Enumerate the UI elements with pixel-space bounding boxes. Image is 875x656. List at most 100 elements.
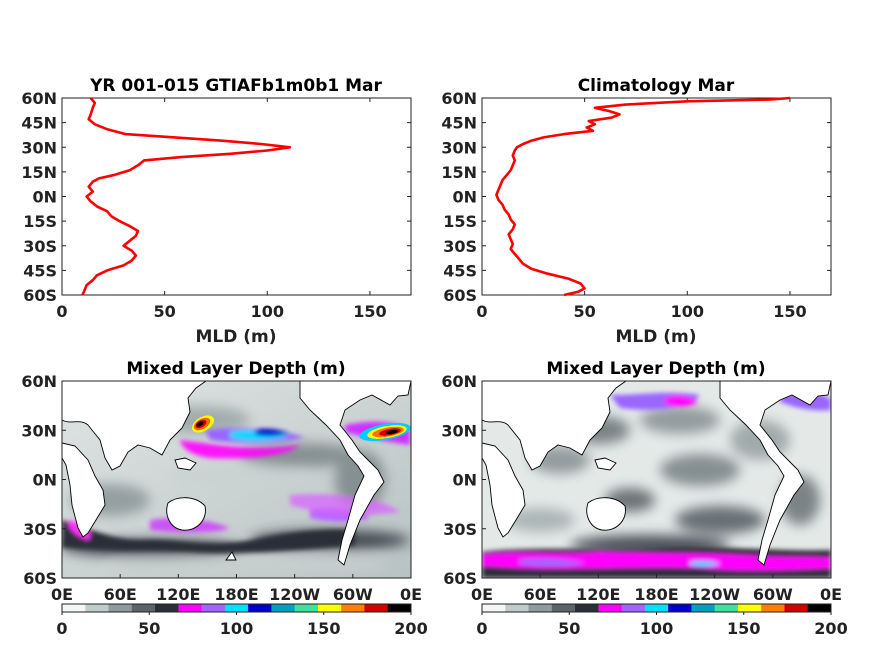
colorbar: 0 50 100 150 200 bbox=[56, 603, 428, 638]
colorbar-segment bbox=[482, 604, 506, 612]
colorbar-segment bbox=[317, 604, 342, 612]
heatmap-field bbox=[62, 381, 411, 578]
x-tick-label: 50 bbox=[574, 302, 596, 321]
colorbar-tick-label: 200 bbox=[814, 619, 847, 638]
x-axis-label: MLD (m) bbox=[615, 327, 696, 347]
x-tick-label: 60W bbox=[333, 585, 373, 604]
y-tick-label: 45S bbox=[443, 261, 477, 280]
chart-title: YR 001-015 GTIAFb1m0b1 Mar bbox=[89, 76, 382, 96]
y-tick-label: 60S bbox=[23, 569, 57, 588]
colorbar-tick-label: 50 bbox=[138, 619, 160, 638]
y-tick-label: 60S bbox=[23, 286, 57, 305]
x-tick-label: 60E bbox=[524, 585, 557, 604]
y-tick-label: 45S bbox=[23, 261, 57, 280]
colorbar-segment bbox=[598, 604, 623, 612]
x-tick-label: 100 bbox=[671, 302, 704, 321]
colorbar-segment bbox=[528, 604, 553, 612]
colorbar-segment bbox=[108, 604, 133, 612]
x-tick-label: 60W bbox=[753, 585, 793, 604]
colorbar-segment bbox=[62, 604, 86, 612]
x-tick-label: 120E bbox=[576, 585, 620, 604]
series-line-model bbox=[81, 97, 292, 296]
colorbar-segment bbox=[178, 604, 203, 612]
colorbar-segment bbox=[575, 604, 599, 612]
x-tick-label: 150 bbox=[353, 302, 386, 321]
colorbar-segment bbox=[364, 604, 389, 612]
y-tick-label: 60N bbox=[21, 372, 57, 391]
colorbar-segment bbox=[505, 604, 530, 612]
y-tick-label: 15N bbox=[441, 163, 477, 182]
y-tick-label: 45N bbox=[441, 114, 477, 133]
x-tick-label: 150 bbox=[773, 302, 806, 321]
y-tick-label: 60N bbox=[441, 372, 477, 391]
x-tick-label: 0 bbox=[476, 302, 487, 321]
y-tick-label: 15S bbox=[443, 212, 477, 231]
colorbar-segment bbox=[294, 604, 319, 612]
y-tick-label: 30S bbox=[23, 237, 57, 256]
x-tick-label: 0E bbox=[820, 585, 842, 604]
x-tick-label: 0E bbox=[471, 585, 493, 604]
colorbar-segment bbox=[85, 604, 110, 612]
colorbar-tick-label: 50 bbox=[558, 619, 580, 638]
plot-area bbox=[481, 97, 832, 296]
y-tick-label: 30N bbox=[441, 421, 477, 440]
x-tick-label: 0 bbox=[56, 302, 67, 321]
y-tick-label: 15S bbox=[23, 212, 57, 231]
x-tick-label: 0E bbox=[400, 585, 422, 604]
colorbar-segment bbox=[691, 604, 716, 612]
x-tick-label: 120W bbox=[269, 585, 320, 604]
chart-title: Climatology Mar bbox=[578, 76, 735, 96]
y-tick-label: 30S bbox=[443, 520, 477, 539]
colorbar-segment bbox=[271, 604, 296, 612]
x-tick-label: 50 bbox=[154, 302, 176, 321]
map-panel-climatology: Mixed Layer Depth (m) bbox=[441, 359, 847, 638]
land-masses bbox=[62, 381, 411, 566]
y-tick-label: 0N bbox=[32, 188, 57, 207]
plot-area bbox=[61, 97, 412, 296]
x-tick-label: 100 bbox=[251, 302, 284, 321]
colorbar-tick-label: 0 bbox=[56, 619, 67, 638]
y-tick-label: 60N bbox=[441, 89, 477, 108]
chart-title: Mixed Layer Depth (m) bbox=[126, 359, 345, 379]
x-axis-label: MLD (m) bbox=[195, 327, 276, 347]
y-tick-label: 30N bbox=[21, 138, 57, 157]
colorbar-segment bbox=[621, 604, 646, 612]
series-line-climatology bbox=[495, 96, 791, 297]
colorbar-segment bbox=[714, 604, 739, 612]
profile-panel-model: YR 001-015 GTIAFb1m0b1 Mar 60N 45N 30N 15N 0… bbox=[21, 76, 412, 347]
map-panel-model: Mixed Layer Depth (m) bbox=[21, 359, 427, 638]
colorbar-segment bbox=[248, 604, 272, 612]
x-tick-label: 0E bbox=[51, 585, 73, 604]
colorbar-segment bbox=[737, 604, 762, 612]
colorbar-segment bbox=[644, 604, 669, 612]
colorbar-segment bbox=[784, 604, 809, 612]
y-tick-label: 0N bbox=[452, 471, 477, 490]
colorbar-segment bbox=[807, 604, 832, 612]
y-tick-label: 60N bbox=[21, 89, 57, 108]
y-tick-label: 45N bbox=[21, 114, 57, 133]
y-tick-label: 60S bbox=[443, 569, 477, 588]
colorbar-segment bbox=[387, 604, 412, 612]
profile-panel-climatology: Climatology Mar 60N45N30N15N0N15S30S45S6… bbox=[441, 76, 832, 347]
colorbar-segment bbox=[551, 604, 576, 612]
y-tick-label: 30S bbox=[443, 237, 477, 256]
y-tick-label: 60S bbox=[443, 286, 477, 305]
colorbar-tick-label: 100 bbox=[640, 619, 673, 638]
x-tick-label: 180E bbox=[214, 585, 258, 604]
y-tick-label: 30S bbox=[23, 520, 57, 539]
colorbar-segment bbox=[201, 604, 226, 612]
colorbar-segment bbox=[155, 604, 179, 612]
x-tick-label: 180E bbox=[634, 585, 678, 604]
x-tick-label: 60E bbox=[104, 585, 137, 604]
colorbar-segment bbox=[341, 604, 365, 612]
colorbar-segment bbox=[131, 604, 156, 612]
colorbar-tick-label: 200 bbox=[394, 619, 427, 638]
chart-title: Mixed Layer Depth (m) bbox=[546, 359, 765, 379]
colorbar-segment bbox=[224, 604, 249, 612]
y-tick-label: 0N bbox=[452, 188, 477, 207]
